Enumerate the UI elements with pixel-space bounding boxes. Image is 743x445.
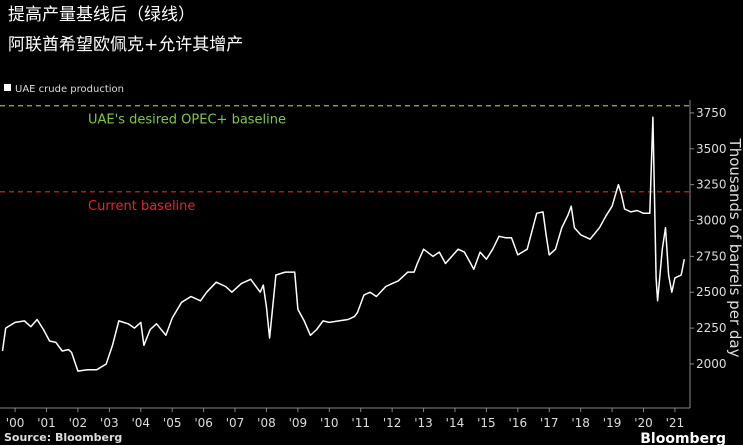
x-tick-label: '04 <box>131 416 150 430</box>
x-tick-label: '14 <box>446 416 465 430</box>
chart-title: 提高产量基线后（绿线） <box>8 5 195 25</box>
x-tick-label: '01 <box>37 416 56 430</box>
legend-swatch <box>4 84 11 91</box>
x-tick-label: '11 <box>351 416 370 430</box>
y-tick-label: 3750 <box>696 106 727 120</box>
x-tick-label: '03 <box>100 416 119 430</box>
x-tick-label: '05 <box>163 416 182 430</box>
x-tick-label: '18 <box>571 416 590 430</box>
data-line <box>1 116 686 372</box>
x-tick-label: '08 <box>257 416 276 430</box>
x-tick-label: '15 <box>477 416 496 430</box>
legend-label: UAE crude production <box>15 84 124 95</box>
x-tick-label: '00 <box>6 416 25 430</box>
x-tick-label: '09 <box>289 416 308 430</box>
x-tick-label: '07 <box>226 416 245 430</box>
chart-subtitle: 阿联酋希望欧佩克+允许其增产 <box>8 35 243 55</box>
baseline-label: UAE's desired OPEC+ baseline <box>88 113 286 128</box>
x-tick-label: '06 <box>194 416 213 430</box>
x-tick-label: '17 <box>540 416 559 430</box>
y-tick-label: 3000 <box>696 214 727 228</box>
x-tick-label: '13 <box>414 416 433 430</box>
x-tick-label: '19 <box>603 416 622 430</box>
y-tick-label: 2250 <box>696 321 727 335</box>
x-tick-label: '12 <box>383 416 402 430</box>
y-tick-label: 2500 <box>696 285 727 299</box>
x-tick-label: '21 <box>666 416 685 430</box>
y-tick-label: 2750 <box>696 249 727 263</box>
x-tick-label: '02 <box>69 416 88 430</box>
y-tick-label: 2000 <box>696 357 727 371</box>
x-tick-label: '10 <box>320 416 339 430</box>
y-tick-label: 3250 <box>696 178 727 192</box>
baseline-label: Current baseline <box>88 199 195 214</box>
x-tick-label: '20 <box>634 416 653 430</box>
y-axis-label: Thousands of barrels per day <box>726 138 743 358</box>
y-tick-label: 3500 <box>696 142 727 156</box>
source: Source: Bloomberg <box>4 431 122 444</box>
brand: Bloomberg <box>640 431 726 445</box>
x-tick-label: '16 <box>509 416 528 430</box>
